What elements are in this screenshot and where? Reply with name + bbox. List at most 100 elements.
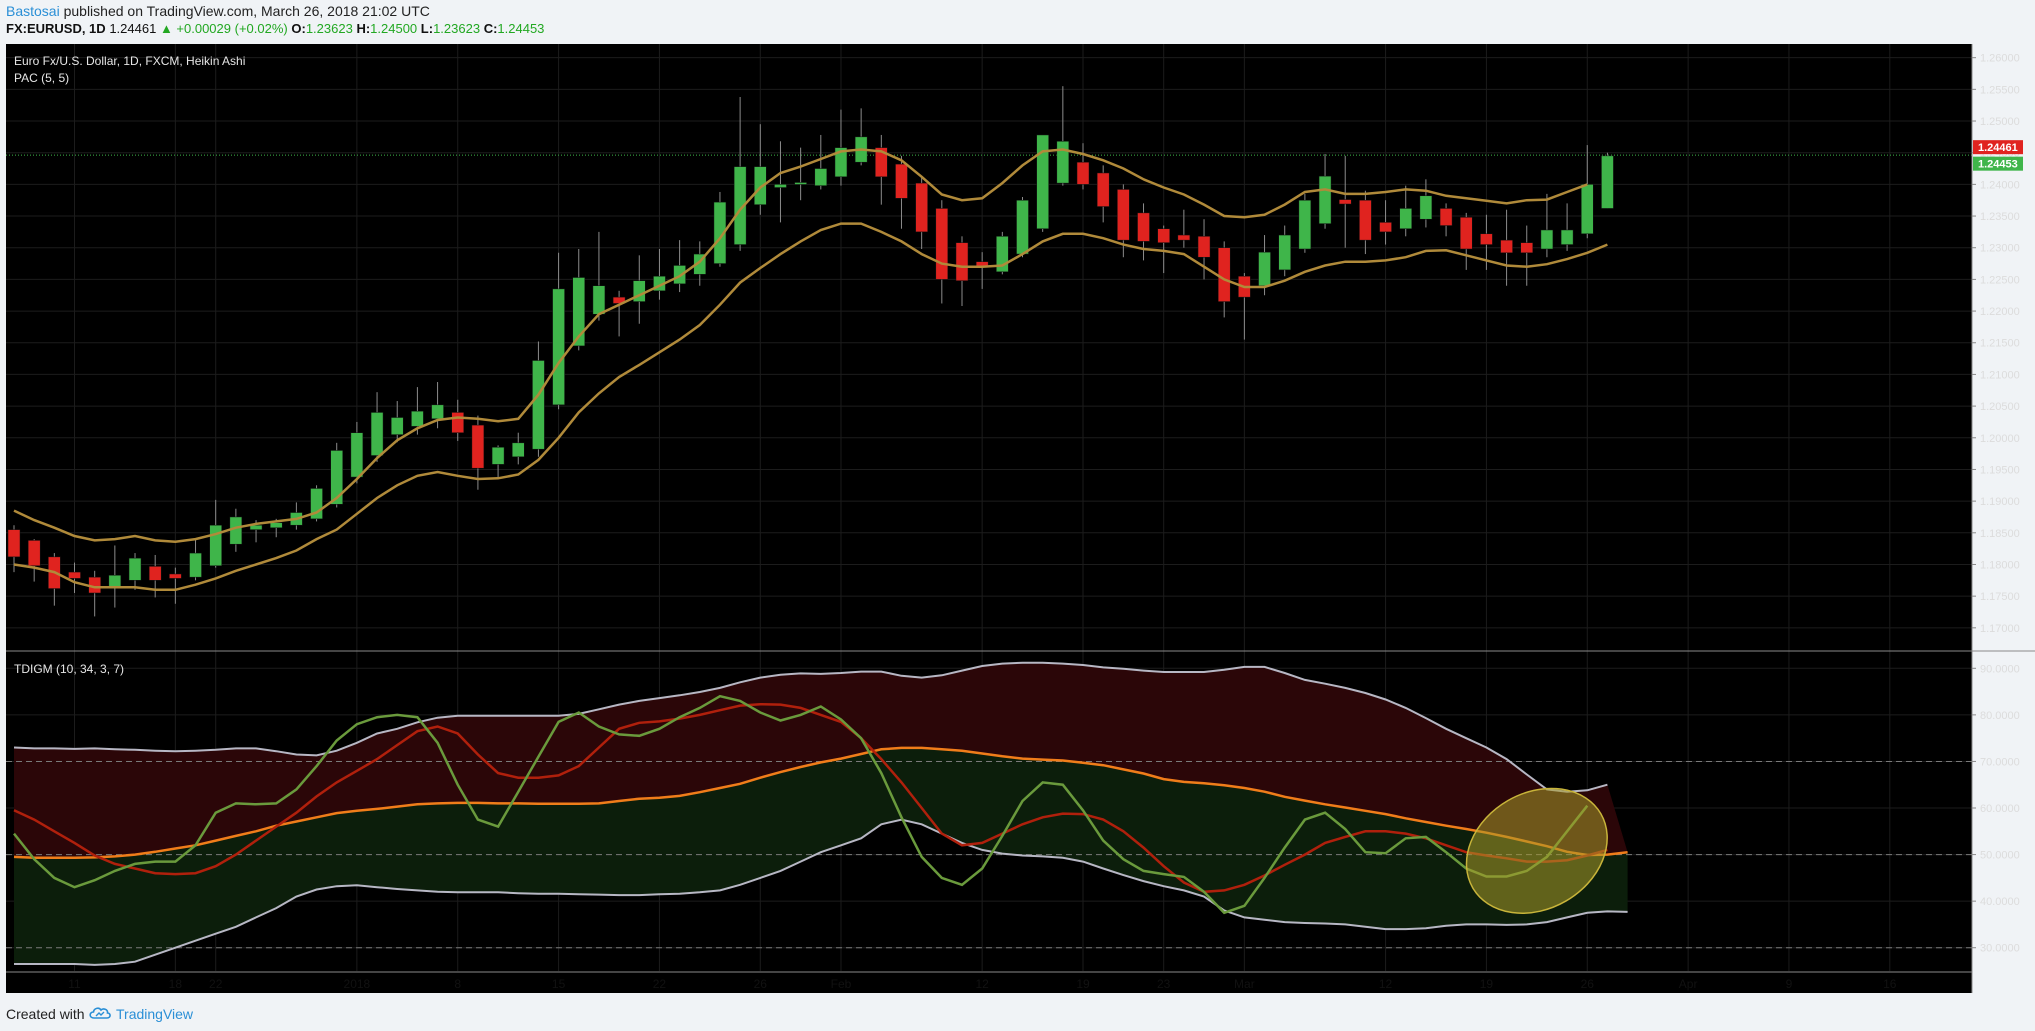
candle[interactable] bbox=[713, 191, 727, 267]
candle-body-down bbox=[68, 571, 81, 579]
candle[interactable] bbox=[955, 236, 969, 307]
candle[interactable] bbox=[68, 562, 81, 593]
candle[interactable] bbox=[1056, 86, 1070, 186]
candle[interactable] bbox=[733, 96, 747, 251]
indicator-tick-label: 40.0000 bbox=[1980, 896, 2020, 908]
chart-canvas[interactable]: 11 18 22 2018 8 15 22 26 Feb 12 19 23 Mar 12 19 26 Apr 9 1… bbox=[0, 44, 2035, 997]
indicator-tick-label: 60.0000 bbox=[1980, 803, 2020, 815]
open-label: O: bbox=[291, 21, 306, 36]
candle[interactable] bbox=[875, 134, 888, 205]
candle-body-down bbox=[1338, 199, 1352, 205]
tdigm-indicator-label: TDIGM (10, 34, 3, 7) bbox=[14, 662, 124, 676]
candle[interactable] bbox=[1459, 212, 1473, 270]
publisher-link[interactable]: Bastosai bbox=[6, 3, 60, 19]
candle[interactable] bbox=[814, 134, 828, 190]
candle[interactable] bbox=[794, 147, 807, 201]
candle-body-up bbox=[754, 166, 767, 205]
time-tick-label: Apr bbox=[1679, 977, 1698, 991]
indicator-tick-label: 90.0000 bbox=[1980, 663, 2020, 675]
candle-body-down bbox=[148, 566, 162, 581]
candle[interactable] bbox=[1439, 203, 1453, 237]
candle[interactable] bbox=[1137, 203, 1150, 261]
candle[interactable] bbox=[834, 109, 848, 186]
tradingview-link[interactable]: TradingView bbox=[116, 1006, 194, 1022]
candle[interactable] bbox=[1318, 153, 1332, 229]
candle[interactable] bbox=[1036, 134, 1049, 232]
candle[interactable] bbox=[1359, 190, 1372, 255]
candle[interactable] bbox=[1419, 179, 1433, 228]
price-pane[interactable] bbox=[6, 86, 1972, 617]
candle[interactable] bbox=[1379, 200, 1392, 245]
candle[interactable] bbox=[512, 432, 525, 465]
high-label: H: bbox=[356, 21, 371, 36]
candle[interactable] bbox=[592, 231, 606, 321]
candle[interactable] bbox=[128, 553, 142, 590]
candle[interactable] bbox=[1581, 145, 1594, 239]
candle[interactable] bbox=[1399, 185, 1412, 237]
candle[interactable] bbox=[754, 124, 767, 215]
candle[interactable] bbox=[491, 445, 505, 479]
candle[interactable] bbox=[471, 415, 485, 490]
chart-area[interactable]: 11 18 22 2018 8 15 22 26 Feb 12 19 23 Mar 12 19 26 Apr 9 1… bbox=[0, 44, 2035, 997]
candle[interactable] bbox=[169, 567, 182, 604]
candle-body-down bbox=[935, 208, 949, 280]
candle[interactable] bbox=[189, 539, 202, 581]
candle[interactable] bbox=[7, 525, 21, 573]
price-tick-label: 1.22000 bbox=[1980, 306, 2020, 318]
candle[interactable] bbox=[1520, 225, 1533, 286]
candle[interactable] bbox=[350, 421, 364, 484]
candle[interactable] bbox=[915, 178, 928, 249]
candle-body-up bbox=[1581, 184, 1594, 235]
candle[interactable] bbox=[552, 252, 565, 410]
candle[interactable] bbox=[1096, 165, 1110, 223]
candle[interactable] bbox=[1177, 209, 1191, 248]
candle[interactable] bbox=[895, 155, 908, 229]
price-tick-label: 1.24000 bbox=[1980, 179, 2020, 191]
candle[interactable] bbox=[1601, 152, 1614, 209]
candle[interactable] bbox=[1157, 225, 1170, 274]
tdigm-upper-band-line bbox=[13, 661, 1608, 793]
candle[interactable] bbox=[1500, 209, 1513, 286]
candle[interactable] bbox=[1197, 219, 1211, 280]
indicator-pane[interactable] bbox=[6, 661, 1972, 966]
candle[interactable] bbox=[1016, 197, 1029, 258]
candle[interactable] bbox=[1298, 193, 1312, 253]
time-tick-label: Mar bbox=[1234, 977, 1255, 991]
candle[interactable] bbox=[532, 341, 545, 457]
candle[interactable] bbox=[1560, 203, 1574, 251]
candle[interactable] bbox=[996, 231, 1009, 275]
candle[interactable] bbox=[572, 248, 586, 351]
candle[interactable] bbox=[673, 240, 686, 293]
candle[interactable] bbox=[1076, 143, 1090, 190]
price-change: ▲ +0.00029 (+0.02%) bbox=[159, 21, 288, 36]
candle[interactable] bbox=[390, 401, 404, 443]
price-tick-label: 1.19000 bbox=[1980, 496, 2020, 508]
candle-body-up bbox=[1298, 199, 1312, 250]
candle-body-down bbox=[955, 242, 969, 281]
time-tick-label: 19 bbox=[1480, 977, 1494, 991]
candle[interactable] bbox=[229, 508, 243, 552]
tradingview-cloud-icon[interactable] bbox=[88, 1005, 112, 1021]
pac-lower-line bbox=[13, 222, 1608, 592]
candle-body-up bbox=[390, 417, 404, 435]
candle[interactable] bbox=[1278, 225, 1291, 277]
lower-zone-fill bbox=[14, 747, 1628, 965]
candle[interactable] bbox=[330, 442, 343, 508]
candle[interactable] bbox=[370, 392, 384, 462]
candle[interactable] bbox=[88, 570, 101, 617]
time-tick-label: 12 bbox=[1379, 977, 1393, 991]
candle[interactable] bbox=[411, 387, 424, 435]
candle-body-up bbox=[1258, 251, 1271, 286]
candle-body-up bbox=[1056, 141, 1070, 184]
candle-body-up bbox=[512, 442, 525, 458]
candle[interactable] bbox=[1338, 155, 1352, 248]
candle-body-down bbox=[1480, 233, 1493, 245]
candle-body-down bbox=[1076, 161, 1090, 185]
candle[interactable] bbox=[1540, 193, 1554, 258]
price-tick-label: 1.23500 bbox=[1980, 211, 2020, 223]
candle-body-up bbox=[209, 524, 222, 566]
candle-body-up bbox=[350, 432, 364, 478]
candle[interactable] bbox=[774, 141, 787, 223]
candle[interactable] bbox=[310, 485, 323, 522]
candle[interactable] bbox=[27, 539, 41, 582]
